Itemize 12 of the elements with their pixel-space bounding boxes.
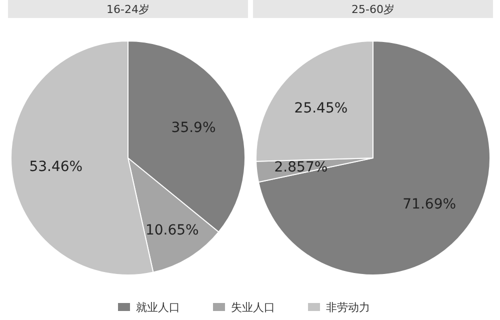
pie-slice (258, 40, 490, 276)
data-label: 71.69% (402, 196, 456, 213)
data-label: 35.9% (171, 120, 216, 136)
legend-label: 失业人口 (231, 301, 275, 314)
legend-label: 就业人口 (136, 301, 180, 314)
data-label: 2.857% (274, 160, 328, 176)
data-label: 10.65% (145, 222, 199, 239)
legend-label: 非劳动力 (326, 301, 370, 314)
data-label: 53.46% (29, 158, 83, 175)
chart-title: 16-24岁 (106, 3, 150, 16)
chart-title: 25-60岁 (352, 3, 394, 16)
data-label: 25.45% (294, 100, 348, 116)
